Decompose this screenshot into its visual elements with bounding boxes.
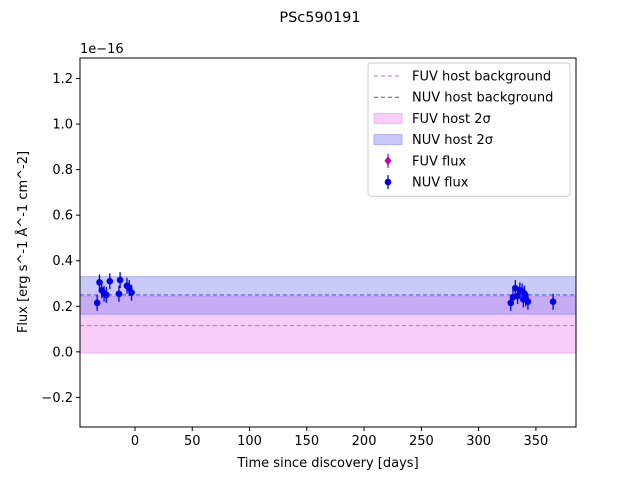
point-1-6 — [115, 290, 123, 298]
point-1-20 — [524, 298, 532, 306]
x-tick-label-2: 100 — [237, 434, 262, 449]
band-1 — [80, 276, 576, 315]
chart-title: PSc590191 — [279, 10, 360, 26]
y-tick-label-0: −0.2 — [41, 391, 73, 406]
legend-label-4: FUV flux — [412, 154, 466, 169]
legend-label-3: NUV host 2σ — [412, 133, 493, 148]
legend-handle-2 — [373, 112, 403, 124]
x-tick-label-3: 150 — [294, 434, 319, 449]
legend-box — [367, 62, 571, 197]
band-0 — [80, 295, 576, 354]
legend-handle-3 — [373, 134, 403, 146]
x-tick-label-4: 200 — [352, 434, 377, 449]
y-tick-label-5: 0.8 — [52, 163, 73, 178]
y-tick-label-6: 1.0 — [52, 118, 73, 133]
y-axis-label: Flux [erg s^-1 Å^-1 cm^-2] — [15, 151, 31, 333]
x-tick-label-0: 0 — [131, 434, 139, 449]
x-tick-label-5: 250 — [409, 434, 434, 449]
legend-label-1: NUV host background — [412, 91, 553, 106]
point-1-4 — [103, 291, 110, 299]
plot-frame — [79, 57, 577, 428]
x-tick-label-7: 350 — [523, 434, 548, 449]
point-1-7 — [116, 276, 124, 284]
y-tick-label-1: 0.0 — [52, 345, 73, 360]
legend-label-0: FUV host background — [412, 70, 551, 85]
y-tick-label-4: 0.6 — [52, 209, 73, 224]
point-1-5 — [106, 277, 114, 285]
x-axis-label: Time since discovery [days] — [236, 456, 418, 471]
legend-handle-4 — [384, 156, 392, 166]
x-tick-label-1: 50 — [184, 434, 201, 449]
legend-label-2: FUV host 2σ — [412, 112, 491, 127]
plot-area: 0 50 100 150 200 250 300 350 −0.2 0.0 0.2 0.4 0.6 0.8… — [41, 57, 577, 449]
y-tick-label-2: 0.2 — [52, 300, 73, 315]
y-axis-offset-label: 1e−16 — [80, 42, 124, 57]
point-1-21 — [549, 298, 557, 306]
plot-content — [80, 272, 576, 354]
point-1-0 — [93, 299, 101, 307]
y-tick-label-3: 0.4 — [52, 254, 73, 269]
point-1-10 — [128, 289, 135, 296]
legend-label-5: NUV flux — [412, 176, 469, 191]
legend: FUV host background NUV host background FU… — [367, 62, 571, 197]
legend-handle-5 — [384, 178, 392, 186]
y-tick-label-7: 1.2 — [52, 72, 73, 87]
x-tick-label-6: 300 — [466, 434, 491, 449]
